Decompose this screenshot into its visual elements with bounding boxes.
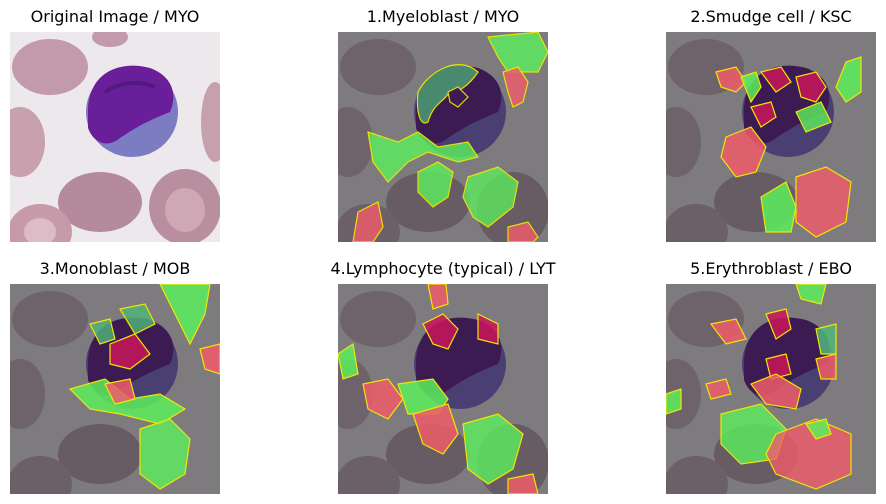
lymphocyte-overlay-image — [338, 284, 548, 494]
panel-title: Original Image / MYO — [30, 7, 200, 26]
panel-title: 3.Monoblast / MOB — [39, 259, 191, 278]
panel-title: 2.Smudge cell / KSC — [690, 7, 852, 26]
erythroblast-overlay-image — [666, 284, 876, 494]
myeloblast-overlay-image — [338, 32, 548, 242]
panel-title: 5.Erythroblast / EBO — [690, 259, 852, 278]
smudge-cell-overlay-image — [666, 32, 876, 242]
panel-title: 4.Lymphocyte (typical) / LYT — [330, 259, 556, 278]
monoblast-overlay-image — [10, 284, 220, 494]
panel-title: 1.Myeloblast / MYO — [366, 7, 520, 26]
original-cell-image — [10, 32, 220, 242]
